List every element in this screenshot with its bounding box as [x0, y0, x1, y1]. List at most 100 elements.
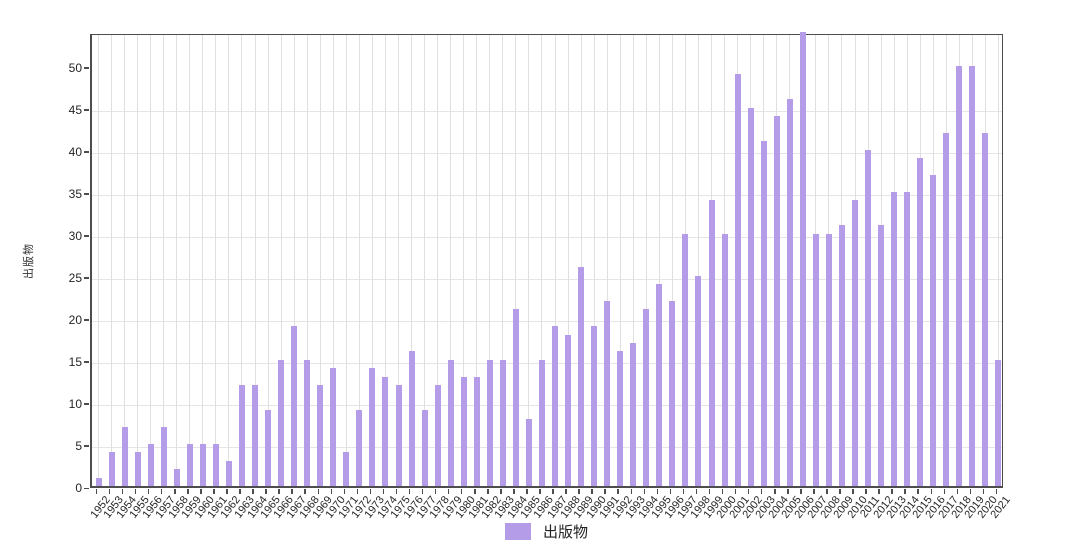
gridline-vertical — [176, 35, 178, 486]
bar-1976[interactable] — [408, 351, 415, 486]
bar-1985[interactable] — [525, 418, 532, 486]
bar-1991[interactable] — [604, 301, 611, 486]
bar-1975[interactable] — [395, 385, 402, 486]
bar-2020[interactable] — [982, 132, 989, 486]
bar-1992[interactable] — [617, 351, 624, 486]
x-tick-mark — [421, 489, 424, 494]
bar-1994[interactable] — [643, 309, 650, 486]
bar-1997[interactable] — [682, 233, 689, 486]
bar-1996[interactable] — [669, 301, 676, 486]
bar-2003[interactable] — [760, 141, 767, 486]
bar-2016[interactable] — [930, 174, 937, 486]
bar-1980[interactable] — [460, 376, 467, 486]
bar-1958[interactable] — [173, 469, 180, 486]
bar-1955[interactable] — [134, 452, 141, 486]
gridline-vertical — [554, 35, 556, 486]
bar-1984[interactable] — [512, 309, 519, 486]
gridline-vertical — [606, 35, 608, 486]
bar-1987[interactable] — [552, 326, 559, 486]
bar-1967[interactable] — [291, 326, 298, 486]
x-tick-mark — [656, 489, 659, 494]
bar-1981[interactable] — [473, 376, 480, 486]
gridline-vertical — [567, 35, 569, 486]
bar-1965[interactable] — [265, 410, 272, 486]
x-tick-mark — [747, 489, 750, 494]
y-tick-label: 20 — [68, 312, 82, 327]
legend-item-publications[interactable]: 出版物 — [504, 521, 588, 542]
x-tick-mark — [813, 489, 815, 494]
y-tick-label: 50 — [68, 60, 82, 75]
bar-2021[interactable] — [995, 359, 1002, 486]
bar-1978[interactable] — [434, 385, 441, 486]
bar-2017[interactable] — [943, 132, 950, 486]
x-tick-mark — [682, 489, 685, 494]
bar-2004[interactable] — [773, 116, 780, 486]
bar-1970[interactable] — [330, 368, 337, 486]
x-tick-mark — [878, 489, 880, 494]
bar-1999[interactable] — [708, 200, 715, 486]
y-tick-mark — [84, 361, 89, 363]
x-tick-mark — [943, 489, 946, 494]
bar-2011[interactable] — [865, 149, 872, 486]
bar-2002[interactable] — [747, 107, 754, 486]
bar-1953[interactable] — [108, 452, 115, 486]
gridline-vertical — [306, 35, 308, 486]
bar-1952[interactable] — [95, 477, 102, 486]
bar-2001[interactable] — [734, 74, 741, 486]
x-tick-mark — [213, 489, 215, 494]
gridline-vertical — [476, 35, 478, 486]
bar-2015[interactable] — [917, 158, 924, 486]
bar-2014[interactable] — [904, 191, 911, 486]
bar-1959[interactable] — [186, 443, 193, 486]
bar-1983[interactable] — [499, 359, 506, 486]
gridline-vertical — [450, 35, 452, 486]
bar-1972[interactable] — [356, 410, 363, 486]
bar-2013[interactable] — [891, 191, 898, 486]
y-tick-mark — [84, 193, 89, 195]
bar-1977[interactable] — [421, 410, 428, 486]
bar-1957[interactable] — [160, 427, 167, 486]
bar-1998[interactable] — [695, 275, 702, 486]
gridline-vertical — [358, 35, 360, 486]
bar-1961[interactable] — [212, 443, 219, 486]
bar-1990[interactable] — [591, 326, 598, 486]
bar-2009[interactable] — [838, 225, 845, 486]
bar-2005[interactable] — [786, 99, 793, 486]
bar-1988[interactable] — [565, 334, 572, 486]
bar-1979[interactable] — [447, 359, 454, 486]
gridline-vertical — [241, 35, 243, 486]
bar-2007[interactable] — [812, 233, 819, 486]
bar-2000[interactable] — [721, 233, 728, 486]
x-tick-mark — [708, 489, 711, 494]
bar-1993[interactable] — [630, 343, 637, 486]
bar-1971[interactable] — [343, 452, 350, 486]
gridline-horizontal — [92, 362, 1002, 364]
bar-1969[interactable] — [317, 385, 324, 486]
bar-1973[interactable] — [369, 368, 376, 486]
bar-1964[interactable] — [252, 385, 259, 486]
gridline-vertical — [345, 35, 347, 486]
bar-1960[interactable] — [199, 443, 206, 486]
y-tick-label: 30 — [68, 228, 82, 243]
y-tick-mark — [84, 487, 89, 489]
bar-2012[interactable] — [878, 225, 885, 486]
bar-1956[interactable] — [147, 443, 154, 486]
bar-1986[interactable] — [538, 359, 545, 486]
x-tick-mark — [121, 489, 124, 494]
bar-1982[interactable] — [486, 359, 493, 486]
bar-2018[interactable] — [956, 65, 963, 486]
bar-1968[interactable] — [304, 359, 311, 486]
bar-2006[interactable] — [799, 32, 806, 486]
bar-1995[interactable] — [656, 284, 663, 486]
bar-2010[interactable] — [852, 200, 858, 486]
x-tick-mark — [591, 489, 593, 494]
bar-1974[interactable] — [382, 376, 389, 486]
bar-1954[interactable] — [121, 427, 128, 486]
bar-1966[interactable] — [278, 359, 285, 486]
gridline-vertical — [645, 35, 647, 486]
bar-2019[interactable] — [969, 65, 976, 486]
bar-1962[interactable] — [225, 460, 232, 486]
bar-1963[interactable] — [238, 385, 245, 486]
bar-1989[interactable] — [578, 267, 585, 486]
bar-2008[interactable] — [825, 233, 832, 486]
